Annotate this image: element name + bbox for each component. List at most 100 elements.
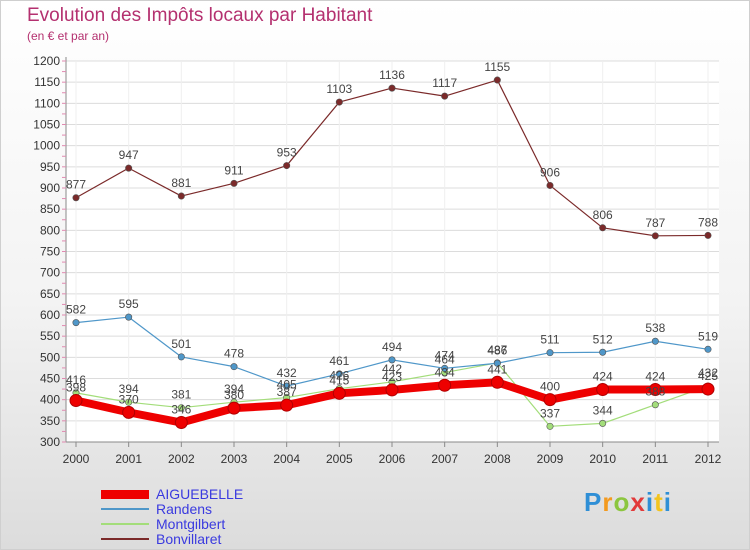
point-randens-2002 <box>177 353 185 361</box>
point-randens-2012 <box>704 345 712 353</box>
point-randens-2011 <box>651 337 659 345</box>
data-label-aiguebelle-2001: 370 <box>119 392 139 406</box>
data-label-bonvillaret-2007: 1117 <box>432 76 457 90</box>
x-tick-label-2007: 2007 <box>431 452 458 466</box>
legend-label-randens: Randens <box>156 501 213 517</box>
y-tick-label-950: 950 <box>40 160 60 174</box>
point-bonvillaret-2004 <box>283 162 291 170</box>
data-label-bonvillaret-2008: 1155 <box>484 60 510 74</box>
y-tick-label-600: 600 <box>40 308 60 322</box>
data-label-randens-2009: 511 <box>540 333 559 347</box>
point-bonvillaret-2012 <box>704 231 712 239</box>
point-montgilbert-2002 <box>177 404 185 412</box>
data-label-montgilbert-2004: 405 <box>277 378 297 392</box>
data-label-aiguebelle-2006: 423 <box>382 370 402 384</box>
point-aiguebelle-2006 <box>385 383 399 397</box>
point-randens-2010 <box>599 348 607 356</box>
data-label-bonvillaret-2005: 1103 <box>326 82 352 96</box>
point-bonvillaret-2003 <box>230 179 238 187</box>
x-tick-label-2011: 2011 <box>642 452 668 466</box>
point-montgilbert-2011 <box>651 401 659 409</box>
point-bonvillaret-2010 <box>599 224 607 232</box>
data-label-randens-2008: 486 <box>487 343 507 357</box>
point-aiguebelle-2008 <box>490 375 504 389</box>
point-aiguebelle-2012 <box>701 382 715 396</box>
y-tick-label-1000: 1000 <box>33 139 60 153</box>
legend-label-aiguebelle: AIGUEBELLE <box>156 486 244 502</box>
y-tick-label-1100: 1100 <box>34 96 60 110</box>
point-montgilbert-2001 <box>125 398 133 406</box>
data-label-bonvillaret-2006: 1136 <box>379 68 405 82</box>
point-bonvillaret-2002 <box>177 192 185 200</box>
x-tick-label-2004: 2004 <box>273 452 300 466</box>
data-label-montgilbert-2010: 344 <box>593 403 613 417</box>
x-tick-label-2006: 2006 <box>379 452 406 466</box>
point-bonvillaret-2005 <box>335 98 343 106</box>
data-label-aiguebelle-2002: 346 <box>171 403 191 417</box>
data-label-randens-2004: 432 <box>277 366 297 380</box>
y-tick-label-350: 350 <box>40 414 60 428</box>
data-label-montgilbert-2012: 432 <box>698 366 718 380</box>
data-label-randens-2001: 595 <box>119 297 139 311</box>
y-tick-label-850: 850 <box>40 202 60 216</box>
data-label-montgilbert-2005: 426 <box>329 369 349 383</box>
y-tick-label-450: 450 <box>40 372 60 386</box>
proxiti-logo: Proxiti <box>584 487 672 517</box>
x-tick-label-2001: 2001 <box>115 452 142 466</box>
point-aiguebelle-2004 <box>280 398 294 412</box>
data-label-randens-2011: 538 <box>645 321 665 335</box>
data-label-montgilbert-2000: 416 <box>66 373 86 387</box>
data-label-montgilbert-2001: 394 <box>119 382 139 396</box>
data-label-aiguebelle-2000: 398 <box>66 381 86 395</box>
point-bonvillaret-2011 <box>651 232 659 240</box>
data-label-bonvillaret-2011: 787 <box>645 216 665 230</box>
x-tick-label-2002: 2002 <box>168 452 195 466</box>
point-aiguebelle-2007 <box>438 378 452 392</box>
chart-title: Evolution des Impôts locaux par Habitant <box>27 5 373 26</box>
data-label-aiguebelle-2012: 425 <box>698 369 718 383</box>
point-randens-2006 <box>388 356 396 364</box>
point-randens-2008 <box>493 359 501 367</box>
data-label-aiguebelle-2009: 400 <box>540 380 560 394</box>
point-bonvillaret-2008 <box>493 76 501 84</box>
y-tick-label-500: 500 <box>40 350 60 364</box>
point-aiguebelle-2003 <box>227 401 241 415</box>
y-tick-label-1150: 1150 <box>34 75 60 89</box>
point-montgilbert-2009 <box>546 422 554 430</box>
data-label-aiguebelle-2004: 387 <box>277 385 297 399</box>
data-label-bonvillaret-2003: 911 <box>224 163 243 177</box>
data-label-montgilbert-2002: 381 <box>171 388 191 402</box>
y-tick-label-550: 550 <box>40 329 60 343</box>
point-randens-2007 <box>441 364 449 372</box>
y-tick-label-700: 700 <box>40 266 60 280</box>
point-aiguebelle-2001 <box>122 405 136 419</box>
legend-swatch-montgilbert <box>101 523 149 525</box>
x-tick-label-2008: 2008 <box>484 452 511 466</box>
data-label-aiguebelle-2010: 424 <box>593 370 613 384</box>
data-label-montgilbert-2007: 464 <box>435 353 455 367</box>
data-label-aiguebelle-2011: 424 <box>645 370 665 384</box>
y-tick-label-650: 650 <box>40 287 60 301</box>
x-tick-label-2005: 2005 <box>326 452 353 466</box>
legend-label-bonvillaret: Bonvillaret <box>156 531 222 547</box>
point-aiguebelle-2009 <box>543 393 557 407</box>
x-tick-label-2012: 2012 <box>695 452 722 466</box>
data-label-aiguebelle-2007: 434 <box>435 365 455 379</box>
data-label-aiguebelle-2003: 380 <box>224 388 244 402</box>
legend-swatch-aiguebelle <box>101 490 149 499</box>
point-montgilbert-2010 <box>599 419 607 427</box>
data-label-bonvillaret-2012: 788 <box>698 215 718 229</box>
x-tick-label-2009: 2009 <box>537 452 564 466</box>
data-label-randens-2000: 582 <box>66 303 86 317</box>
point-randens-2005 <box>335 370 343 378</box>
point-aiguebelle-2000 <box>69 394 83 408</box>
data-label-aiguebelle-2008: 441 <box>487 362 507 376</box>
point-randens-2000 <box>72 319 80 327</box>
data-label-randens-2002: 501 <box>171 337 191 351</box>
y-tick-label-1050: 1050 <box>33 118 60 132</box>
point-randens-2009 <box>546 349 554 357</box>
data-label-montgilbert-2006: 442 <box>382 362 402 376</box>
point-randens-2004 <box>283 382 291 390</box>
